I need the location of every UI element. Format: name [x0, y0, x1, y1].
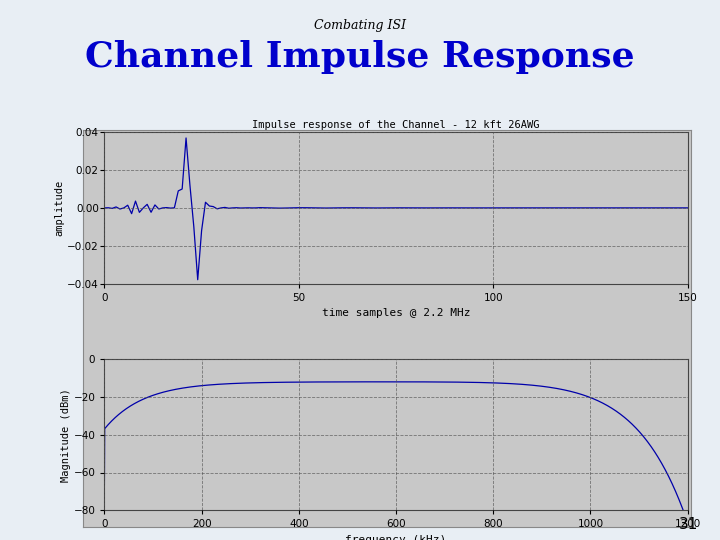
- Y-axis label: Magnitude (dBm): Magnitude (dBm): [60, 388, 71, 482]
- X-axis label: time samples @ 2.2 MHz: time samples @ 2.2 MHz: [322, 308, 470, 318]
- X-axis label: frequency (kHz): frequency (kHz): [346, 535, 446, 540]
- Text: Combating ISI: Combating ISI: [314, 19, 406, 32]
- Y-axis label: amplitude: amplitude: [54, 180, 64, 236]
- Text: Channel Impulse Response: Channel Impulse Response: [85, 40, 635, 75]
- Title: Impulse response of the Channel - 12 kft 26AWG: Impulse response of the Channel - 12 kft…: [252, 120, 540, 130]
- Text: 31: 31: [679, 517, 698, 532]
